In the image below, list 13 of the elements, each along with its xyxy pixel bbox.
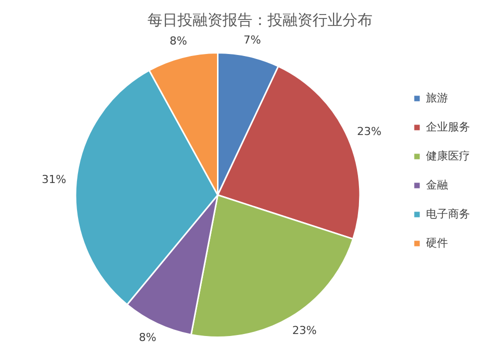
data-label: 23% xyxy=(292,324,317,338)
data-label: 8% xyxy=(170,34,188,48)
legend-label: 旅游 xyxy=(426,91,448,104)
chart-title: 每日投融资报告：投融资行业分布 xyxy=(148,10,372,29)
data-label: 31% xyxy=(42,172,66,186)
data-label: 7% xyxy=(244,33,261,46)
data-label: 8% xyxy=(138,331,156,344)
legend-label: 电子商务 xyxy=(426,207,470,220)
legend-label: 健康医疗 xyxy=(426,149,470,162)
legend-label: 硬件 xyxy=(426,236,448,250)
legend-label: 企业服务 xyxy=(426,120,470,134)
data-label: 23% xyxy=(356,125,382,138)
legend-label: 金融 xyxy=(426,178,448,192)
